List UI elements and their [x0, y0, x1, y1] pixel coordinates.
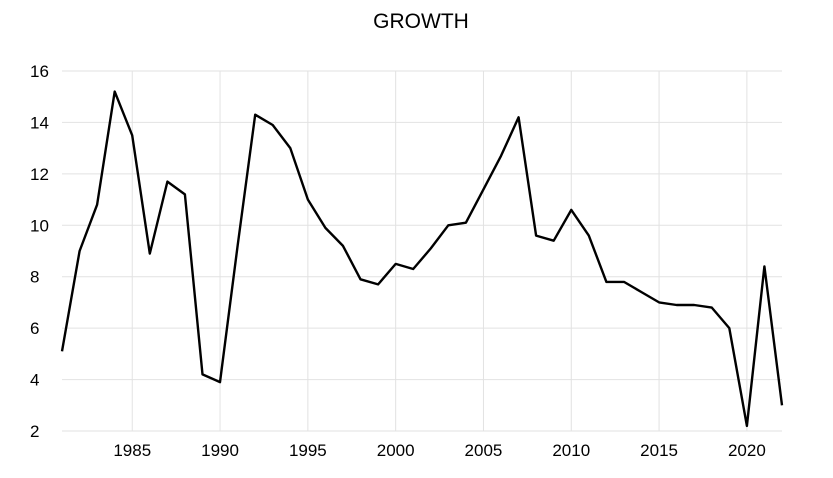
- chart-title: GROWTH: [373, 10, 469, 33]
- y-tick-label: 10: [30, 216, 49, 235]
- x-tick-label: 2010: [552, 441, 590, 460]
- x-tick-label: 2020: [728, 441, 766, 460]
- gridlines: [62, 70, 782, 432]
- x-tick-label: 2015: [640, 441, 678, 460]
- y-tick-label: 4: [30, 371, 39, 390]
- x-tick-label: 2000: [377, 441, 415, 460]
- x-tick-label: 1985: [113, 441, 151, 460]
- y-tick-label: 6: [30, 319, 39, 338]
- x-axis-ticks: 1985 1990 1995 2000 2005 2010 2015 2020: [113, 441, 765, 460]
- y-tick-label: 14: [30, 113, 49, 132]
- y-axis-ticks: 2 4 6 8 10 12 14 16: [30, 62, 49, 441]
- x-tick-label: 1995: [289, 441, 327, 460]
- y-tick-label: 8: [30, 268, 39, 287]
- y-tick-label: 12: [30, 165, 49, 184]
- x-tick-label: 2005: [465, 441, 503, 460]
- y-tick-label: 2: [30, 422, 39, 441]
- growth-series-line: [60, 90, 784, 428]
- x-tick-label: 1990: [201, 441, 239, 460]
- y-tick-label: 16: [30, 62, 49, 81]
- series-layer: [60, 90, 784, 428]
